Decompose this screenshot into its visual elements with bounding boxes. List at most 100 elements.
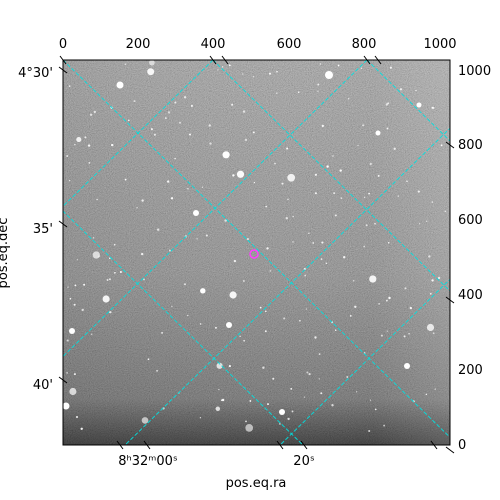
star: [84, 136, 87, 139]
star: [388, 296, 391, 300]
star: [362, 124, 365, 127]
star: [168, 249, 172, 252]
star: [337, 64, 340, 67]
star: [432, 332, 435, 335]
star-field: [63, 60, 446, 433]
star: [76, 416, 78, 418]
star: [200, 288, 206, 294]
star: [387, 242, 390, 244]
star: [437, 276, 441, 280]
star: [440, 144, 443, 147]
star: [242, 110, 246, 113]
star: [434, 388, 436, 390]
plot-frame: [62, 59, 451, 446]
star: [90, 333, 93, 336]
star: [292, 215, 295, 218]
star: [297, 91, 300, 94]
star: [317, 83, 320, 86]
tick-mark: [116, 440, 124, 450]
star: [326, 165, 329, 168]
star: [109, 311, 112, 314]
star: [216, 362, 223, 369]
star: [141, 252, 144, 256]
star: [92, 237, 95, 239]
star: [368, 192, 370, 195]
right-tick-label: 600: [458, 213, 483, 228]
star: [368, 429, 371, 433]
grid-line: [212, 60, 450, 292]
star: [167, 111, 171, 114]
star: [119, 271, 122, 273]
star: [264, 310, 267, 313]
star: [292, 241, 294, 243]
star: [246, 238, 249, 241]
star: [314, 336, 317, 339]
star: [303, 396, 306, 398]
star: [332, 155, 334, 157]
right-tick-label: 200: [458, 363, 483, 378]
star: [319, 63, 322, 65]
star: [229, 291, 237, 299]
bright-star: [325, 71, 333, 79]
star: [209, 142, 212, 145]
star: [444, 210, 446, 212]
ra-tick-label: 20ˢ: [293, 454, 315, 469]
tick-mark: [300, 440, 308, 450]
star: [133, 100, 136, 103]
tick-mark: [430, 440, 438, 450]
star: [415, 89, 417, 92]
star: [281, 182, 284, 185]
star: [92, 251, 100, 259]
star: [287, 198, 289, 201]
star: [314, 192, 317, 195]
star: [184, 283, 186, 286]
top-tick-label: 600: [277, 37, 302, 52]
star: [429, 292, 432, 295]
star: [183, 96, 187, 99]
star: [93, 110, 97, 114]
star: [67, 286, 69, 288]
star: [349, 315, 352, 317]
star: [274, 162, 276, 165]
star: [69, 387, 77, 396]
star: [201, 186, 204, 188]
star: [356, 391, 358, 393]
star: [306, 371, 309, 374]
star: [426, 323, 435, 332]
star: [190, 104, 193, 107]
right-tick-label: 1000: [458, 64, 491, 79]
star: [385, 103, 388, 106]
star: [259, 306, 262, 309]
star: [81, 308, 84, 312]
top-tick-label: 200: [126, 37, 151, 52]
star: [170, 197, 174, 200]
star: [331, 404, 334, 407]
star: [189, 133, 191, 136]
star: [108, 278, 111, 281]
star: [221, 398, 225, 402]
star: [167, 180, 170, 183]
star: [409, 306, 412, 310]
ra-axis: 8ʰ32ᵐ00ˢ 20ˢ: [118, 454, 315, 469]
tick-mark: [143, 440, 151, 450]
star: [320, 392, 323, 395]
edge-tick-marks: [58, 55, 455, 454]
star: [346, 376, 349, 378]
target-marker: [249, 249, 259, 259]
star: [340, 197, 343, 199]
star: [243, 339, 245, 342]
star: [357, 144, 359, 147]
star: [102, 295, 110, 303]
grid-line: [63, 60, 450, 439]
bright-star: [193, 210, 199, 216]
star: [66, 155, 69, 157]
tick-mark: [363, 55, 371, 65]
star: [377, 174, 380, 177]
star: [222, 151, 230, 159]
star: [141, 199, 144, 202]
star: [418, 223, 421, 225]
star: [406, 180, 408, 183]
star: [393, 147, 396, 150]
grid-line: [124, 127, 450, 445]
star: [69, 297, 72, 300]
